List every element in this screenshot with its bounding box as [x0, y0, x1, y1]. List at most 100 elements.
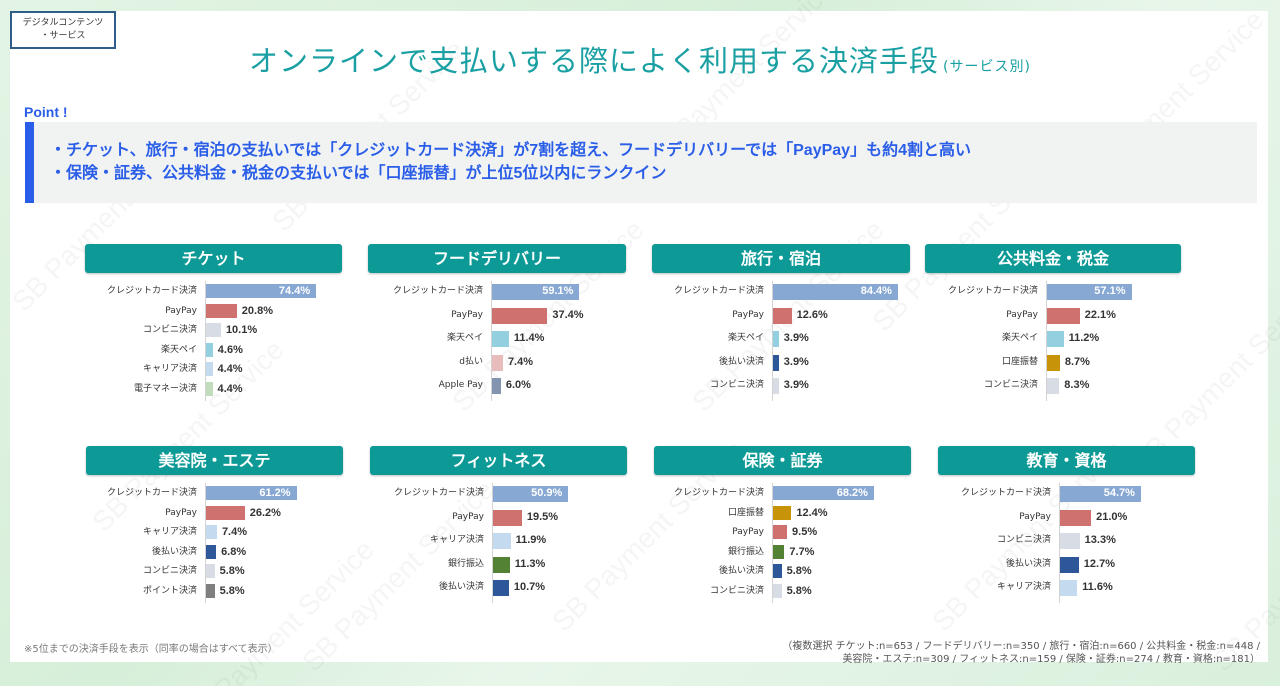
bar [493, 509, 522, 526]
bar-value-label: 74.4% [278, 285, 311, 297]
bar [206, 362, 213, 377]
page-title: オンラインで支払いする際によく利用する決済手段 (サービス別) [0, 38, 1280, 80]
bar-category-label: クレジットカード決済 [393, 488, 484, 498]
bar [773, 284, 898, 300]
footnote-sample-line2: 美容院・エステ:n=309 / フィットネス:n=159 / 保険・証券:n=2… [842, 654, 1260, 665]
bar-category-label: コンビニ決済 [142, 566, 197, 577]
point-line-2: ・保険・証券、公共料金・税金の支払いでは「口座振替」が上位5位以内にランクイン [50, 165, 667, 182]
bar [206, 342, 213, 357]
chart-title: チケット [85, 244, 342, 273]
point-line-1: ・チケット、旅行・宿泊の支払いでは「クレジットカード決済」が7割を超え、フードデ… [50, 142, 971, 159]
bar-value-label: 4.4% [217, 383, 243, 395]
bar-category-label: 後払い決済 [151, 546, 197, 557]
bar-value-label: 4.6% [217, 343, 243, 356]
bar [206, 382, 213, 396]
bar-value-label: 7.4% [507, 355, 534, 368]
chart-axis [1059, 483, 1060, 603]
footnote-note: ※5位までの決済手段を表示（同率の場合はすべて表示） [24, 644, 278, 655]
category-tag-line2: ・サービス [40, 31, 86, 41]
bar [1060, 486, 1141, 502]
bar [493, 580, 509, 596]
bar [773, 354, 779, 371]
bar-category-label: コンビニ決済 [142, 325, 197, 336]
bar-value-label: 10.1% [225, 324, 258, 337]
bar-category-label: クレジットカード決済 [673, 488, 764, 498]
bar-value-label: 7.7% [789, 545, 815, 558]
bar-value-label: 9.5% [792, 526, 818, 539]
chart-axis [205, 483, 206, 603]
bar [1060, 533, 1080, 549]
bar-category-label: クレジットカード決済 [947, 286, 1038, 296]
bar-value-label: 7.4% [221, 526, 248, 539]
bar [206, 284, 317, 298]
bar-category-label: コンビニ決済 [996, 535, 1051, 545]
bar-value-label: 5.8% [786, 585, 812, 597]
bar-category-label: 楽天ペイ [727, 333, 764, 343]
bar [773, 486, 874, 500]
bar-category-label: PayPay [451, 309, 483, 320]
bar-value-label: 3.9% [783, 379, 809, 391]
bar-value-label: 21.0% [1096, 510, 1128, 523]
chart-title: 保険・証券 [654, 446, 911, 475]
chart-title: 旅行・宿泊 [652, 244, 910, 273]
bar [773, 307, 792, 324]
bar-category-label: 後払い決済 [438, 582, 484, 592]
bar-category-label: クレジットカード決済 [106, 488, 197, 498]
bar-value-label: 3.9% [783, 332, 809, 344]
bar-value-label: 37.4% [552, 308, 584, 321]
bar-value-label: 68.2% [836, 487, 868, 499]
bar [493, 486, 569, 502]
bar-category-label: クレジットカード決済 [106, 286, 197, 296]
bar-value-label: 84.4% [860, 285, 892, 297]
bar-category-label: PayPay [452, 511, 484, 522]
bar [492, 331, 509, 347]
bar [206, 584, 215, 598]
bar-category-label: PayPay [732, 309, 764, 320]
bar-value-label: 3.9% [783, 355, 809, 368]
bar [1047, 354, 1060, 371]
chart-title: 公共料金・税金 [925, 244, 1181, 273]
bar [493, 556, 510, 573]
bar [206, 525, 217, 540]
bar [773, 378, 779, 394]
bar-category-label: PayPay [1006, 309, 1038, 320]
chart-title: フードデリバリー [368, 244, 626, 273]
bar-value-label: 10.7% [513, 581, 546, 593]
bar-value-label: 57.1% [1094, 285, 1126, 297]
bar-category-label: コンビニ決済 [709, 380, 764, 390]
bar [1060, 580, 1078, 596]
bar [492, 284, 580, 300]
bar-value-label: 61.2% [259, 487, 291, 499]
bar-value-label: 8.3% [1064, 379, 1090, 391]
bar-value-label: 5.8% [786, 565, 812, 578]
chart-axis [205, 281, 206, 401]
bar-value-label: 54.7% [1103, 487, 1135, 499]
bar-category-label: クレジットカード決済 [392, 286, 483, 296]
chart-title: 教育・資格 [938, 446, 1195, 475]
bar-value-label: 22.1% [1084, 308, 1116, 321]
bar [1047, 331, 1064, 347]
bar-category-label: クレジットカード決済 [673, 286, 764, 296]
bar [773, 505, 792, 520]
bar-category-label: コンビニ決済 [983, 380, 1038, 390]
chart-axis [1046, 281, 1047, 401]
bar-value-label: 4.4% [217, 363, 243, 376]
bar-category-label: Apple Pay [438, 380, 483, 390]
bar [492, 354, 503, 371]
bar-category-label: コンビニ決済 [709, 586, 764, 596]
footnote-sample-sizes: （複数選択 チケット:n=653 / フードデリバリー:n=350 / 旅行・宿… [782, 640, 1260, 666]
bar-value-label: 20.8% [241, 304, 273, 317]
bar-value-label: 12.4% [796, 506, 828, 519]
bar [492, 378, 501, 394]
chart-axis [491, 281, 492, 401]
bar-category-label: 後払い決済 [1005, 558, 1051, 569]
bar-value-label: 12.6% [796, 308, 828, 321]
bar-value-label: 8.7% [1064, 355, 1090, 368]
bar [773, 544, 785, 559]
bar-category-label: PayPay [165, 507, 197, 518]
bar [773, 331, 779, 347]
page-title-sub: (サービス別) [943, 59, 1031, 75]
bar [206, 486, 297, 500]
category-tag: デジタルコンテンツ ・サービス [10, 11, 116, 49]
bar-value-label: 6.8% [221, 545, 247, 558]
